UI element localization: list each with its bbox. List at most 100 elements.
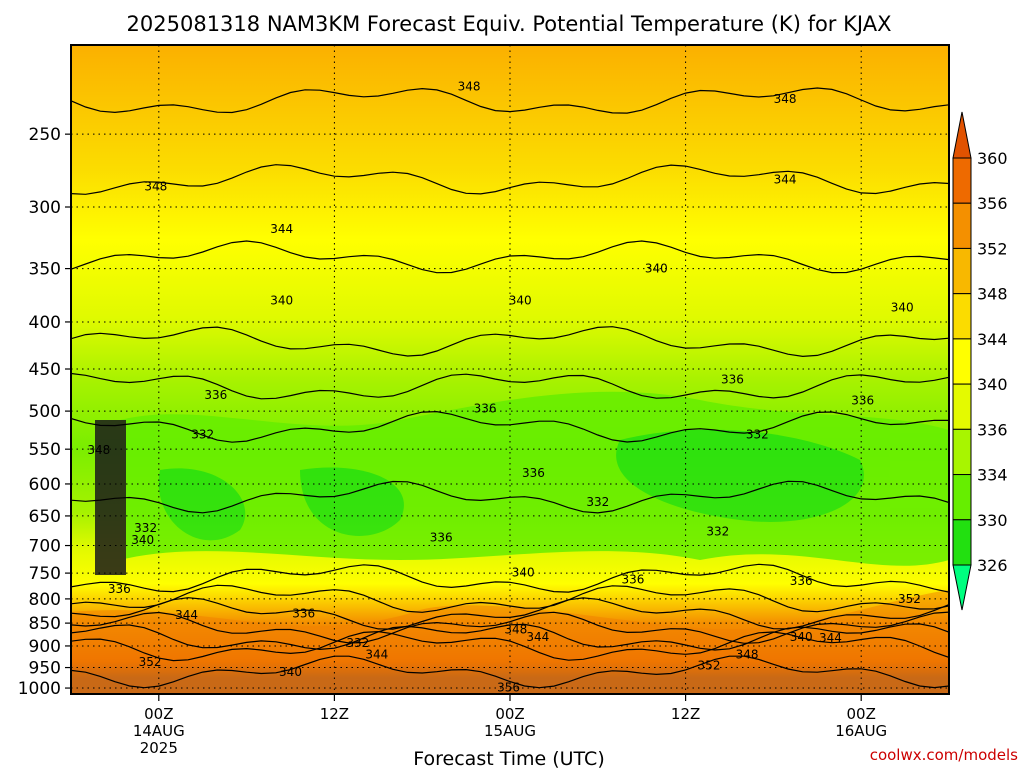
colorbar: 360 356 352 348 344 340 336 334 330 326 xyxy=(952,111,1008,611)
colorbar-segment xyxy=(952,293,972,340)
contour-label: 336 xyxy=(204,388,227,402)
contour-label: 348 xyxy=(736,648,759,662)
contour-line xyxy=(71,630,949,662)
x-tick-label: 14AUG xyxy=(133,722,185,740)
contour-label: 336 xyxy=(790,574,813,588)
contour-label: 332 xyxy=(706,525,729,539)
x-tick-label: 00Z xyxy=(144,705,173,723)
contour-label: 332 xyxy=(346,636,369,650)
contour-label: 352 xyxy=(898,592,921,606)
watermark: coolwx.com/models xyxy=(870,746,1018,764)
x-tick-label: 12Z xyxy=(320,705,349,723)
contour-line xyxy=(71,240,949,274)
contour-line xyxy=(71,611,949,644)
colorbar-segment xyxy=(952,383,972,430)
colorbar-label: 356 xyxy=(977,194,1008,213)
contour-label: 348 xyxy=(458,80,481,94)
grid-lines xyxy=(71,45,949,694)
contour-label: 332 xyxy=(191,427,214,441)
colorbar-segment xyxy=(952,474,972,521)
contour-label: 340 xyxy=(509,293,532,307)
contour-label: 348 xyxy=(87,443,110,457)
y-tick-label: 600 xyxy=(29,475,61,495)
chart-title: 2025081318 NAM3KM Forecast Equiv. Potent… xyxy=(127,12,892,36)
x-tick-label: 00Z xyxy=(495,705,524,723)
contour-label: 332 xyxy=(134,521,157,535)
colorbar-label: 336 xyxy=(977,420,1008,439)
contour-line xyxy=(71,563,949,593)
contour-line xyxy=(71,326,949,358)
contour-label: 332 xyxy=(586,495,609,509)
contour-line xyxy=(71,164,949,195)
contour-label: 348 xyxy=(504,623,527,637)
colorbar-label: 352 xyxy=(977,239,1008,258)
contour-label: 336 xyxy=(522,466,545,480)
y-tick-label: 350 xyxy=(29,260,61,280)
contour-label: 340 xyxy=(891,301,914,315)
contour-label: 340 xyxy=(645,262,668,276)
y-tick-label: 550 xyxy=(29,440,61,460)
colorbar-segment xyxy=(952,202,972,249)
colorbar-label: 330 xyxy=(977,511,1008,530)
contour-label: 352 xyxy=(139,655,162,669)
colorbar-label: 326 xyxy=(977,556,1008,575)
contour-label: 336 xyxy=(108,582,131,596)
colorbar-label: 334 xyxy=(977,466,1008,485)
field-shading xyxy=(71,391,949,694)
contour-label: 348 xyxy=(774,92,797,106)
contour-label: 344 xyxy=(270,222,293,236)
x-tick-label: 00Z xyxy=(847,705,876,723)
colorbar-label: 340 xyxy=(977,375,1008,394)
y-tick-label: 850 xyxy=(29,614,61,634)
y-tick-label: 1000 xyxy=(18,679,61,699)
contour-label: 344 xyxy=(819,631,842,645)
y-tick-label: 900 xyxy=(29,637,61,657)
contour-label: 340 xyxy=(270,293,293,307)
y-tick-label: 500 xyxy=(29,402,61,422)
colorbar-segment xyxy=(952,247,972,295)
y-tick-label: 250 xyxy=(29,125,61,145)
x-tick-label: 2025 xyxy=(140,739,178,757)
colorbar-under-arrow xyxy=(952,564,972,611)
contour-label: 336 xyxy=(721,373,744,387)
contour-label: 336 xyxy=(292,607,315,621)
contour-label: 336 xyxy=(430,530,453,544)
contour-label: 336 xyxy=(474,402,497,416)
contour-line xyxy=(71,623,949,651)
contour-label: 344 xyxy=(774,172,797,186)
x-tick-label: 15AUG xyxy=(484,722,536,740)
contour-label: 336 xyxy=(621,572,644,586)
colorbar-segment xyxy=(952,428,972,476)
contour-label: 344 xyxy=(175,608,198,622)
colorbar-label: 348 xyxy=(977,285,1008,304)
colorbar-segment xyxy=(952,338,972,385)
contour-label: 336 xyxy=(851,394,874,408)
colorbar-label: 360 xyxy=(977,149,1008,168)
x-tick-label: 12Z xyxy=(671,705,700,723)
contour-label: 340 xyxy=(790,630,813,644)
contour-line xyxy=(71,655,949,689)
contour-label: 340 xyxy=(279,665,302,679)
y-tick-label: 650 xyxy=(29,507,61,527)
x-axis-label: Forecast Time (UTC) xyxy=(413,748,604,768)
colorbar-label: 344 xyxy=(977,330,1008,349)
y-axis: 250 300 350 400 450 500 550 600 650 700 750 800 850 9… xyxy=(18,125,71,699)
contour-label: 352 xyxy=(698,658,721,672)
contour-label: 344 xyxy=(526,630,549,644)
contour-label: 356 xyxy=(497,680,520,694)
contour-label: 340 xyxy=(512,566,535,580)
contour-label: 344 xyxy=(365,647,388,661)
colorbar-over-arrow xyxy=(952,111,972,159)
x-tick-label: 16AUG xyxy=(835,722,887,740)
y-tick-label: 800 xyxy=(29,590,61,610)
colorbar-segment xyxy=(952,157,972,204)
y-tick-label: 400 xyxy=(29,313,61,333)
y-tick-label: 300 xyxy=(29,198,61,218)
y-tick-label: 450 xyxy=(29,360,61,380)
y-tick-label: 750 xyxy=(29,564,61,584)
colorbar-segment xyxy=(952,519,972,566)
contour-label: 348 xyxy=(144,180,167,194)
